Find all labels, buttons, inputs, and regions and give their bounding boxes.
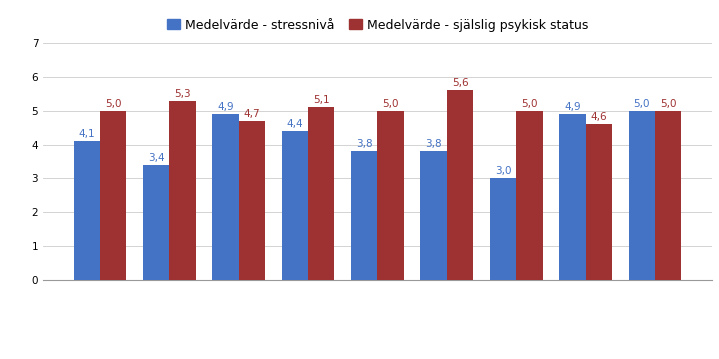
Text: 4,6: 4,6 xyxy=(590,112,607,122)
Text: 5,0: 5,0 xyxy=(521,99,538,109)
Bar xyxy=(239,121,265,280)
Text: 5,0: 5,0 xyxy=(633,99,650,109)
Bar xyxy=(212,114,239,280)
Bar xyxy=(447,90,473,280)
Bar xyxy=(586,124,612,280)
Text: 5,0: 5,0 xyxy=(383,99,399,109)
Bar xyxy=(377,111,404,280)
Bar xyxy=(73,141,100,280)
Bar xyxy=(143,165,169,280)
Text: 5,0: 5,0 xyxy=(105,99,122,109)
Bar xyxy=(490,178,516,280)
Text: 3,0: 3,0 xyxy=(495,167,511,176)
Bar xyxy=(421,151,447,280)
Text: 3,8: 3,8 xyxy=(356,139,372,149)
Text: 5,6: 5,6 xyxy=(452,78,468,88)
Bar xyxy=(282,131,308,280)
Text: 4,4: 4,4 xyxy=(287,119,303,129)
Legend: Medelvärde - stressnivå, Medelvärde - själslig psykisk status: Medelvärde - stressnivå, Medelvärde - sj… xyxy=(162,14,593,37)
Text: 5,1: 5,1 xyxy=(313,95,329,105)
Bar xyxy=(169,101,196,280)
Bar xyxy=(351,151,377,280)
Text: 5,0: 5,0 xyxy=(660,99,677,109)
Bar xyxy=(516,111,543,280)
Bar xyxy=(559,114,586,280)
Bar xyxy=(308,107,334,280)
Bar xyxy=(100,111,127,280)
Text: 4,9: 4,9 xyxy=(564,102,581,112)
Text: 4,1: 4,1 xyxy=(78,129,95,139)
Text: 3,8: 3,8 xyxy=(426,139,442,149)
Bar xyxy=(628,111,655,280)
Text: 3,4: 3,4 xyxy=(148,153,165,163)
Bar xyxy=(655,111,682,280)
Text: 5,3: 5,3 xyxy=(174,89,191,99)
Text: 4,7: 4,7 xyxy=(244,109,260,119)
Text: 4,9: 4,9 xyxy=(217,102,234,112)
